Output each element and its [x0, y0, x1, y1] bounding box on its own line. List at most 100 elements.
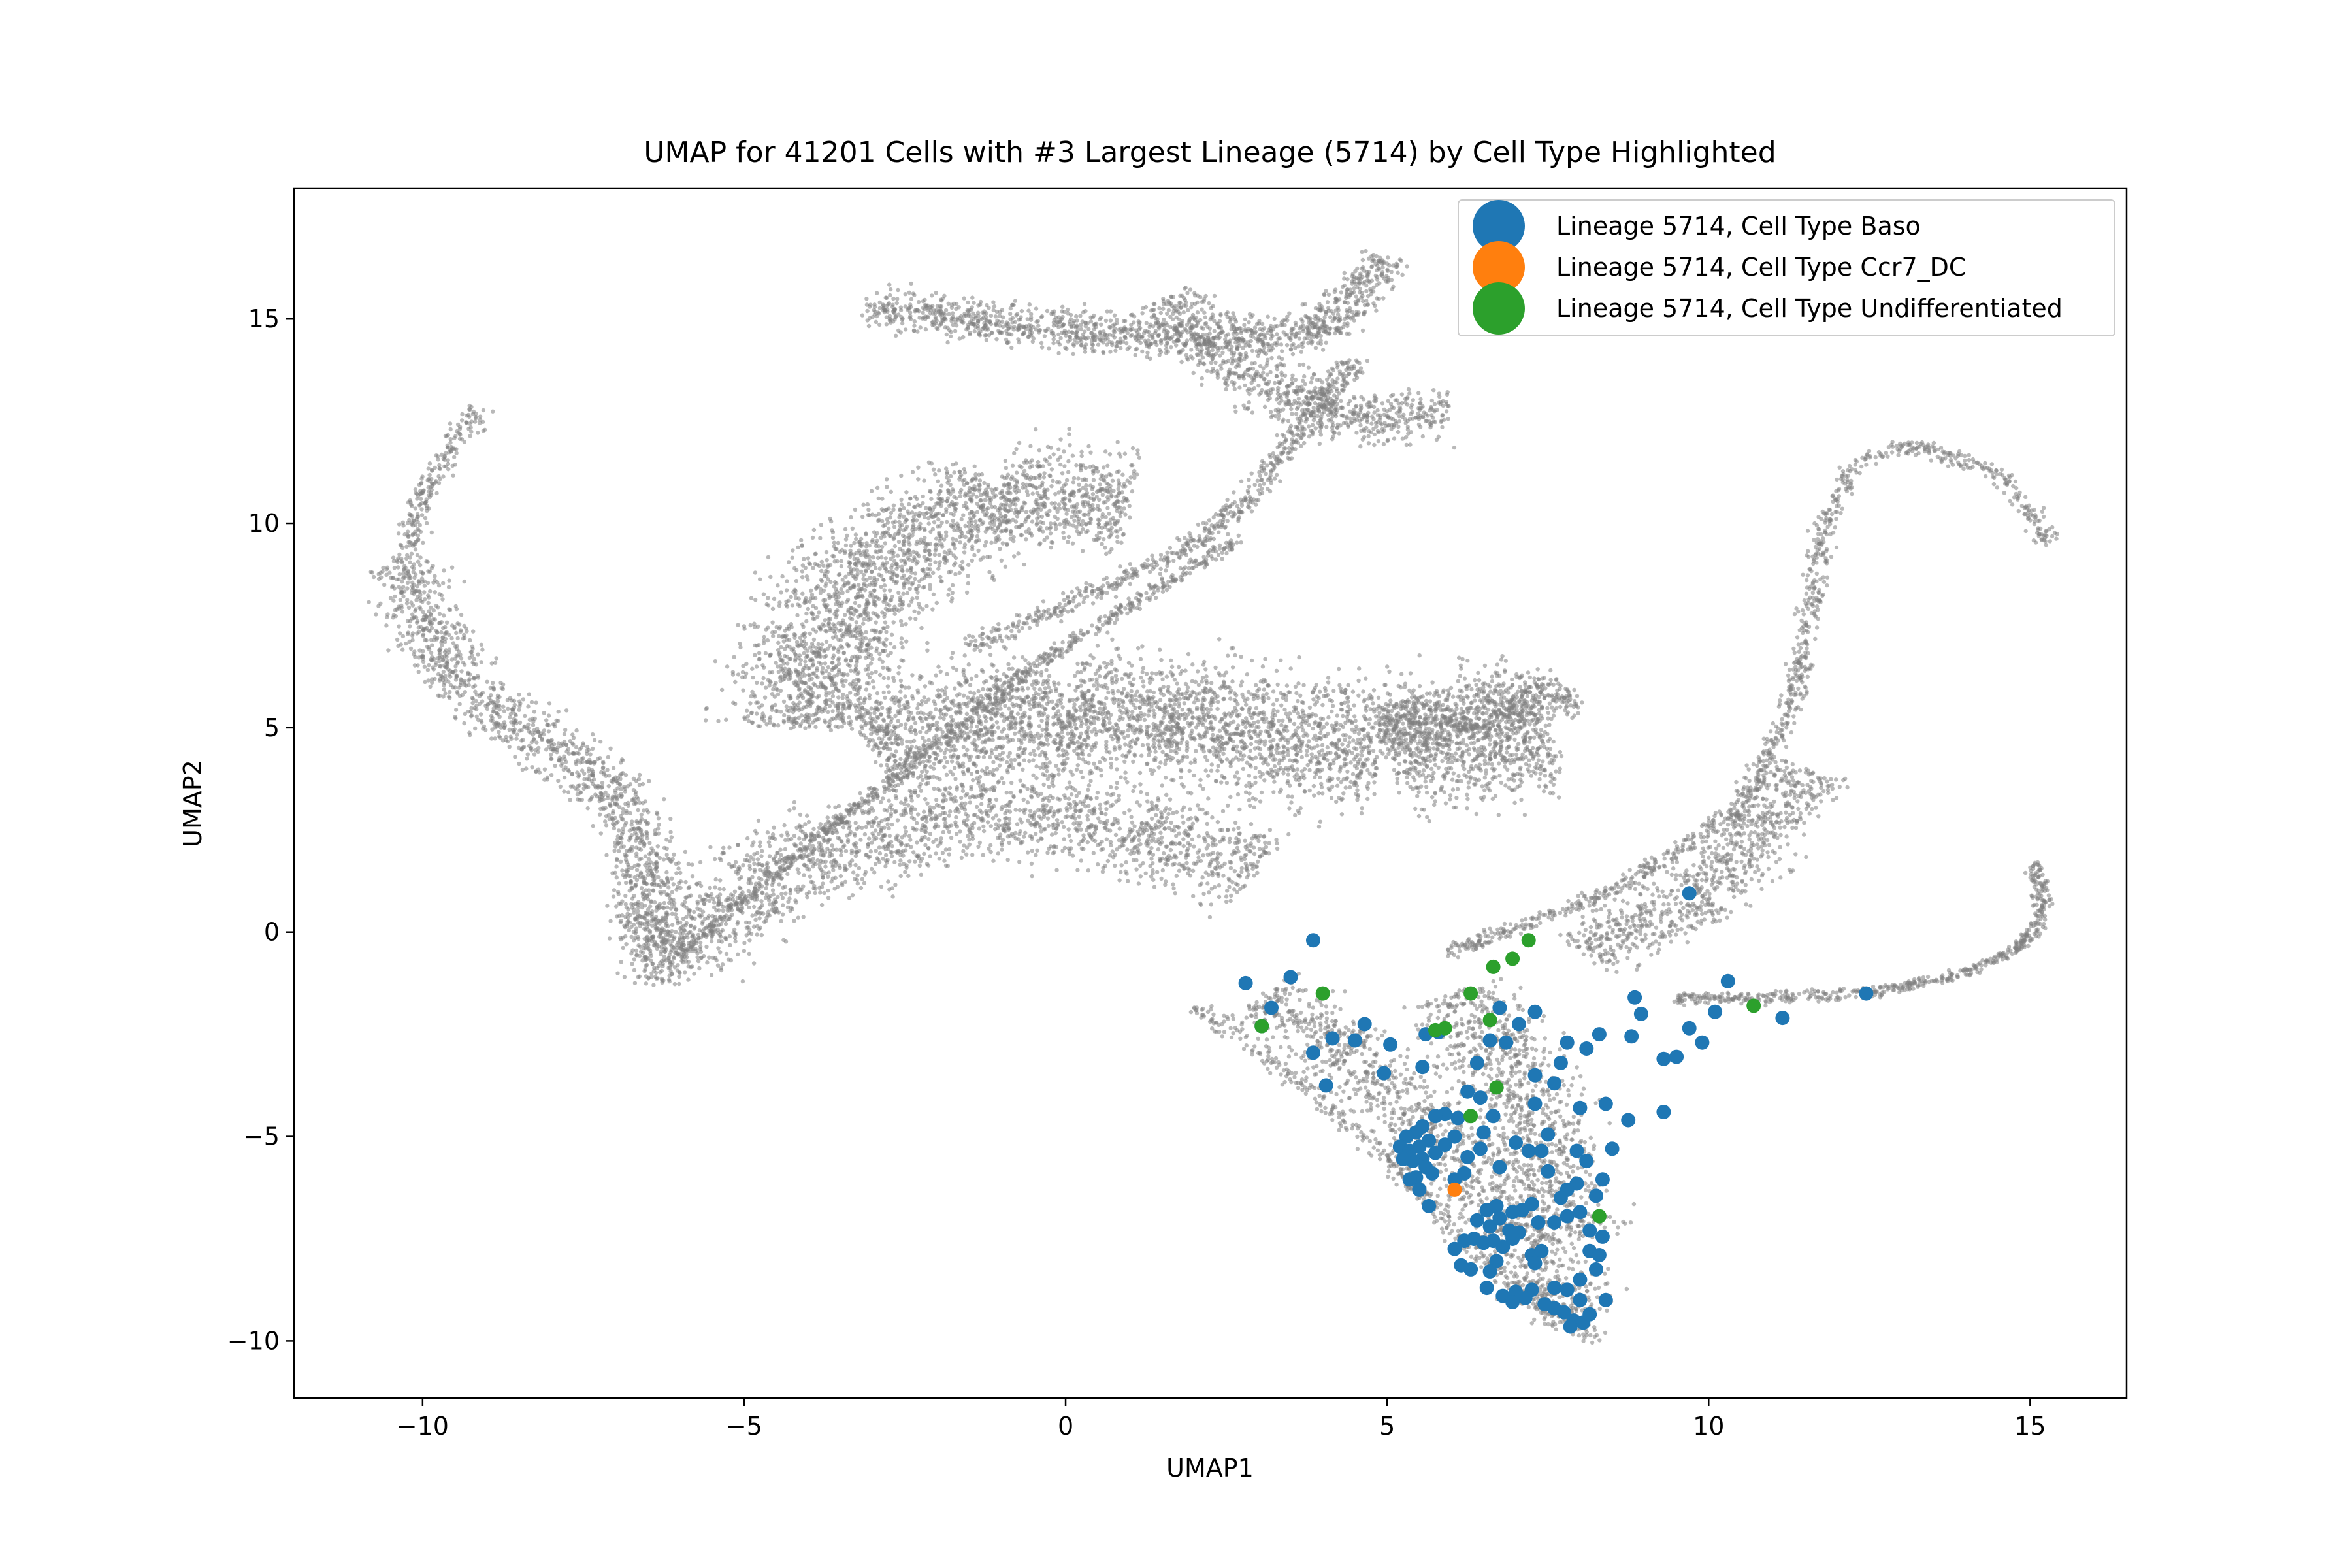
background-cell-point: [650, 874, 655, 879]
background-cell-point: [928, 805, 932, 809]
background-cell-point: [922, 809, 926, 814]
background-cell-point: [926, 846, 931, 851]
background-cell-point: [1146, 809, 1151, 813]
background-cell-point: [370, 570, 375, 575]
background-cell-point: [820, 622, 825, 627]
background-cell-point: [841, 715, 845, 720]
background-cell-point: [540, 738, 544, 742]
background-cell-point: [1077, 482, 1081, 487]
background-cell-point: [599, 785, 604, 790]
background-cell-point: [877, 596, 881, 602]
background-cell-point: [493, 661, 498, 665]
background-cell-point: [1206, 843, 1211, 848]
background-cell-point: [1000, 843, 1005, 847]
background-cell-point: [960, 559, 965, 564]
background-cell-point: [770, 832, 776, 837]
background-cell-point: [771, 904, 776, 909]
background-cell-point: [419, 513, 425, 517]
background-cell-point: [852, 654, 857, 659]
background-cell-point: [1186, 871, 1190, 875]
background-cell-point: [1235, 882, 1240, 887]
background-cell-point: [686, 886, 691, 890]
background-cell-point: [396, 565, 400, 570]
background-cell-point: [1205, 821, 1209, 826]
background-cell-point: [625, 784, 630, 789]
background-cell-point: [850, 526, 855, 531]
background-cell-point: [407, 639, 412, 644]
background-cell-point: [791, 548, 795, 553]
background-cell-point: [395, 637, 400, 642]
background-cell-point: [391, 559, 397, 563]
background-cell-point: [770, 836, 775, 841]
background-cell-point: [1171, 882, 1175, 887]
background-cell-point: [408, 560, 412, 564]
background-cell-point: [761, 592, 766, 596]
background-cell-point: [765, 830, 770, 835]
background-cell-point: [834, 847, 839, 852]
background-cell-point: [411, 523, 416, 528]
background-cell-point: [663, 919, 668, 924]
background-cell-point: [691, 932, 696, 938]
background-cell-point: [779, 919, 783, 924]
background-cell-point: [1049, 832, 1054, 837]
background-cell-point: [1062, 837, 1066, 841]
background-cell-point: [903, 825, 907, 830]
background-cell-point: [889, 651, 893, 655]
background-cell-point: [636, 808, 640, 813]
background-cell-point: [1075, 868, 1080, 872]
background-cell-point: [614, 796, 619, 801]
background-cell-point: [928, 832, 933, 836]
background-cell-point: [992, 578, 996, 582]
background-cell-point: [826, 874, 830, 879]
background-cell-point: [994, 822, 999, 826]
background-cell-point: [658, 889, 662, 894]
background-cell-point: [1178, 850, 1183, 855]
background-cell-point: [637, 857, 642, 862]
background-cell-point: [1209, 887, 1214, 891]
background-cell-point: [802, 863, 807, 868]
background-cell-point: [887, 826, 891, 831]
background-cell-point: [497, 708, 502, 712]
background-cell-point: [492, 721, 497, 727]
background-cell-point: [934, 822, 939, 826]
background-cell-point: [463, 711, 467, 717]
background-cell-point: [697, 881, 702, 885]
background-cell-point: [753, 597, 758, 602]
background-cell-point: [1064, 806, 1069, 811]
background-cell-point: [1017, 440, 1022, 446]
background-cell-point: [1035, 848, 1039, 853]
background-cell-point: [852, 877, 857, 881]
background-cell-point: [721, 845, 726, 851]
background-cell-point: [890, 807, 894, 812]
background-cell-point: [904, 527, 908, 531]
background-cell-point: [444, 648, 448, 653]
background-cell-point: [943, 787, 948, 792]
background-cell-point: [888, 642, 893, 646]
background-cell-point: [798, 658, 804, 662]
background-cell-point: [466, 412, 471, 417]
background-cell-point: [630, 948, 635, 953]
background-cell-point: [1096, 507, 1100, 512]
background-cell-point: [574, 745, 579, 750]
background-cell-point: [478, 414, 483, 419]
background-cell-point: [787, 560, 791, 564]
background-cell-point: [1138, 782, 1143, 787]
background-cell-point: [898, 858, 903, 863]
background-cell-point: [613, 870, 617, 875]
background-cell-point: [898, 547, 902, 551]
background-cell-point: [1177, 862, 1182, 867]
background-cell-point: [796, 545, 800, 549]
background-cell-point: [1156, 837, 1161, 841]
background-cell-point: [399, 556, 404, 561]
background-cell-point: [864, 532, 868, 537]
background-cell-point: [886, 816, 890, 821]
background-cell-point: [410, 603, 416, 608]
background-cell-point: [883, 864, 888, 869]
background-cell-point: [774, 900, 778, 905]
background-cell-point: [915, 840, 919, 845]
background-cell-point: [422, 579, 427, 583]
background-cell-point: [860, 877, 865, 881]
background-cell-point: [590, 746, 595, 751]
background-cell-point: [1215, 872, 1220, 876]
background-cell-point: [1103, 811, 1108, 817]
